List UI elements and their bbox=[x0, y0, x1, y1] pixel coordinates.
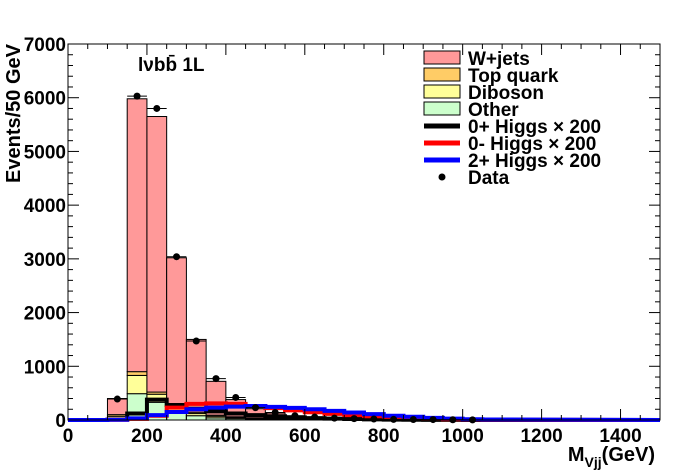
y-tick-label: 6000 bbox=[24, 89, 66, 110]
y-tick-label: 7000 bbox=[24, 35, 66, 56]
y-tick-label: 1000 bbox=[24, 357, 66, 378]
x-tick-label: 1000 bbox=[442, 426, 484, 447]
legend-swatch-w-jets bbox=[423, 50, 461, 65]
legend-label-other: Other bbox=[468, 100, 519, 121]
legend-swatch-diboson bbox=[423, 84, 461, 99]
legend-label-data: Data bbox=[468, 168, 510, 189]
x-axis-title: MVjj(GeV) bbox=[568, 444, 655, 470]
data-point-9 bbox=[291, 412, 299, 420]
legend-swatch-other bbox=[423, 101, 461, 116]
bar-top-quark-bin-1 bbox=[126, 371, 148, 376]
y-tick-label: 4000 bbox=[24, 196, 66, 217]
legend-swatch-data bbox=[438, 173, 446, 181]
data-point-2 bbox=[153, 104, 161, 112]
y-axis-ticks: 0 1000 2000 3000 4000 5000 6000 7000 bbox=[24, 35, 660, 432]
legend-swatch-top-quark bbox=[423, 67, 461, 82]
legend-label-w-jets: W+jets bbox=[468, 49, 530, 70]
data-point-0 bbox=[113, 395, 121, 403]
data-point-8 bbox=[271, 408, 279, 416]
data-point-13 bbox=[370, 415, 378, 423]
data-point-11 bbox=[330, 414, 338, 422]
data-point-12 bbox=[350, 415, 358, 423]
data-point-4 bbox=[192, 337, 200, 345]
legend-label-0-higgs: 0+ Higgs × 200 bbox=[468, 117, 601, 138]
x-tick-label: 1400 bbox=[599, 426, 641, 447]
bar-other-bin-4 bbox=[185, 415, 207, 421]
x-tick-label: 200 bbox=[131, 426, 163, 447]
bar-w-jets-bin-1 bbox=[126, 98, 148, 373]
data-point-6 bbox=[232, 393, 240, 401]
y-tick-label: 2000 bbox=[24, 304, 66, 325]
x-tick-label: 1200 bbox=[520, 426, 562, 447]
legend-label-2-higgs: 2+ Higgs × 200 bbox=[468, 151, 601, 172]
y-tick-label: 0 bbox=[55, 411, 66, 432]
bar-w-jets-bin-3 bbox=[166, 257, 187, 407]
data-point-7 bbox=[251, 404, 259, 412]
bar-w-jets-bin-2 bbox=[146, 116, 168, 393]
legend-label-0-higgs: 0- Higgs × 200 bbox=[468, 134, 596, 155]
x-tick-label: 400 bbox=[210, 426, 242, 447]
y-tick-label: 3000 bbox=[24, 250, 66, 271]
x-tick-label: 0 bbox=[63, 426, 74, 447]
legend-label-top-quark: Top quark bbox=[468, 66, 559, 87]
channel-annotation: lνbb̄ 1L bbox=[138, 55, 205, 76]
legend-label-diboson: Diboson bbox=[468, 83, 544, 104]
data-point-1 bbox=[133, 92, 141, 100]
data-point-3 bbox=[173, 253, 181, 261]
x-axis-title-unit: (GeV) bbox=[602, 444, 655, 466]
y-tick-label: 5000 bbox=[24, 142, 66, 163]
x-axis-title-subscript: Vjj bbox=[585, 454, 602, 470]
x-tick-label: 800 bbox=[368, 426, 400, 447]
data-point-10 bbox=[311, 413, 319, 421]
bar-other-bin-1 bbox=[126, 393, 148, 421]
data-point-14 bbox=[390, 415, 398, 423]
y-axis-title: Events/50 GeV bbox=[3, 43, 25, 183]
bar-w-jets-bin-4 bbox=[185, 338, 207, 413]
x-axis-title-main: M bbox=[568, 444, 585, 466]
data-point-5 bbox=[212, 375, 220, 383]
stacked-background-histograms bbox=[106, 98, 503, 421]
x-tick-label: 600 bbox=[289, 426, 321, 447]
data-point-15 bbox=[409, 415, 417, 423]
x-axis-ticks: 0 200 400 600 800 1000 1200 1400 bbox=[63, 44, 661, 447]
bar-diboson-bin-1 bbox=[126, 374, 148, 395]
data-points bbox=[107, 92, 483, 424]
